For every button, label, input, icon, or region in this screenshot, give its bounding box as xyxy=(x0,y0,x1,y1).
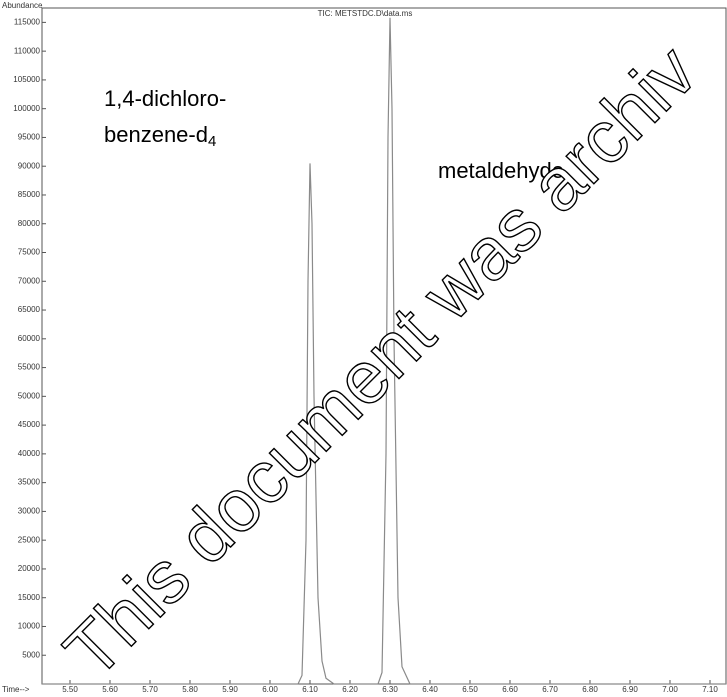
annotation-text: metaldehyde xyxy=(438,158,564,183)
x-tick-label: 6.70 xyxy=(542,685,558,694)
y-tick-label: 100000 xyxy=(13,104,40,113)
y-tick-label: 60000 xyxy=(18,334,41,343)
y-tick-label: 110000 xyxy=(14,46,41,55)
x-tick-label: 6.40 xyxy=(422,685,438,694)
x-tick-label: 6.20 xyxy=(342,685,358,694)
y-tick-label: 40000 xyxy=(18,449,41,458)
annotation: benzene-d4 xyxy=(104,122,216,150)
x-tick-label: 5.90 xyxy=(222,685,238,694)
y-tick-label: 30000 xyxy=(18,507,41,516)
x-tick-label: 6.10 xyxy=(302,685,318,694)
x-tick-label: 6.00 xyxy=(262,685,278,694)
x-tick-label: 6.30 xyxy=(382,685,398,694)
y-tick-label: 105000 xyxy=(13,75,40,84)
y-tick-label: 15000 xyxy=(18,593,41,602)
y-tick-label: 95000 xyxy=(18,133,41,142)
x-tick-label: 5.60 xyxy=(102,685,118,694)
y-tick-label: 45000 xyxy=(18,420,41,429)
y-axis-label: Abundance xyxy=(2,1,43,10)
x-tick-label: 6.50 xyxy=(462,685,478,694)
x-tick-label: 5.70 xyxy=(142,685,158,694)
y-tick-label: 55000 xyxy=(18,363,41,372)
y-tick-label: 20000 xyxy=(18,564,41,573)
y-tick-label: 5000 xyxy=(22,650,40,659)
y-tick-label: 10000 xyxy=(18,622,41,631)
chromatogram-line xyxy=(42,17,726,685)
x-tick-label: 7.10 xyxy=(702,685,718,694)
x-axis-label: Time--> xyxy=(2,685,30,694)
x-tick-label: 5.80 xyxy=(182,685,198,694)
y-tick-label: 50000 xyxy=(18,391,41,400)
annotation-subscript: 4 xyxy=(208,133,216,150)
y-tick-label: 80000 xyxy=(18,219,41,228)
plot-frame xyxy=(41,7,727,685)
y-tick-label: 35000 xyxy=(18,478,41,487)
y-tick-label: 115000 xyxy=(14,17,41,26)
x-tick-label: 6.80 xyxy=(582,685,598,694)
annotation-text: 1,4-dichloro- xyxy=(104,86,226,111)
annotation-text: benzene-d xyxy=(104,122,208,147)
y-tick-label: 75000 xyxy=(18,248,41,257)
annotation: metaldehyde xyxy=(438,158,564,183)
annotation: 1,4-dichloro- xyxy=(104,86,226,111)
y-tick-label: 90000 xyxy=(18,161,41,170)
y-tick-label: 65000 xyxy=(18,305,41,314)
y-tick-label: 70000 xyxy=(18,276,41,285)
y-tick-label: 85000 xyxy=(18,190,41,199)
x-tick-label: 6.90 xyxy=(622,685,638,694)
x-tick-label: 7.00 xyxy=(662,685,678,694)
chart-title: TIC: METSTDC.D\data.ms xyxy=(318,9,413,18)
y-tick-label: 25000 xyxy=(18,535,41,544)
x-tick-label: 5.50 xyxy=(62,685,78,694)
x-tick-label: 6.60 xyxy=(502,685,518,694)
